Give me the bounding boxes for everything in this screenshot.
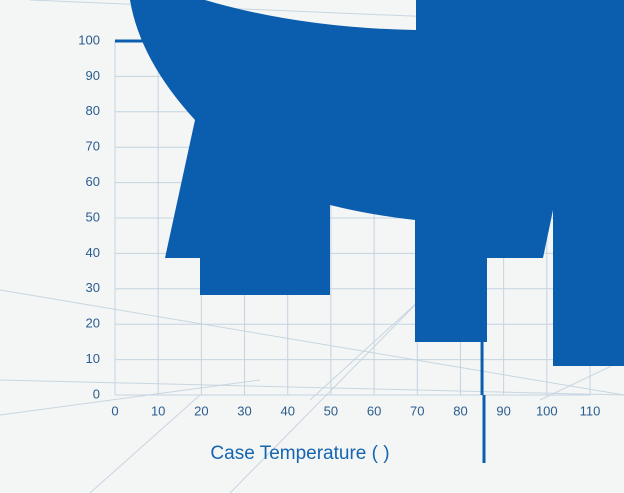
y-tick-label: 80 — [86, 103, 100, 118]
x-tick-label: 80 — [453, 403, 467, 418]
y-tick-label: 100 — [78, 32, 100, 47]
y-tick-label: 50 — [86, 209, 100, 224]
y-tick-label: 60 — [86, 174, 100, 189]
x-tick-label: 50 — [324, 403, 338, 418]
x-tick-label: 10 — [151, 403, 165, 418]
x-tick-label: 60 — [367, 403, 381, 418]
y-tick-label: 90 — [86, 68, 100, 83]
y-tick-label: 10 — [86, 351, 100, 366]
x-tick-label: 0 — [111, 403, 118, 418]
x-tick-label: 110 — [580, 403, 601, 418]
y-tick-label: 30 — [86, 280, 100, 295]
y-tick-label: 20 — [86, 316, 100, 331]
y-tick-label: 0 — [93, 386, 100, 401]
x-tick-label: 30 — [237, 403, 251, 418]
x-tick-label: 40 — [280, 403, 294, 418]
y-tick-label: 70 — [86, 139, 100, 154]
y-tick-label: 40 — [86, 245, 100, 260]
x-tick-label: 20 — [194, 403, 208, 418]
x-axis-label: Case Temperature ( ) — [210, 443, 389, 464]
x-tick-label: 70 — [410, 403, 424, 418]
x-tick-label: 90 — [496, 403, 510, 418]
blue-shape — [117, 0, 624, 366]
x-tick-label: 100 — [536, 403, 558, 418]
